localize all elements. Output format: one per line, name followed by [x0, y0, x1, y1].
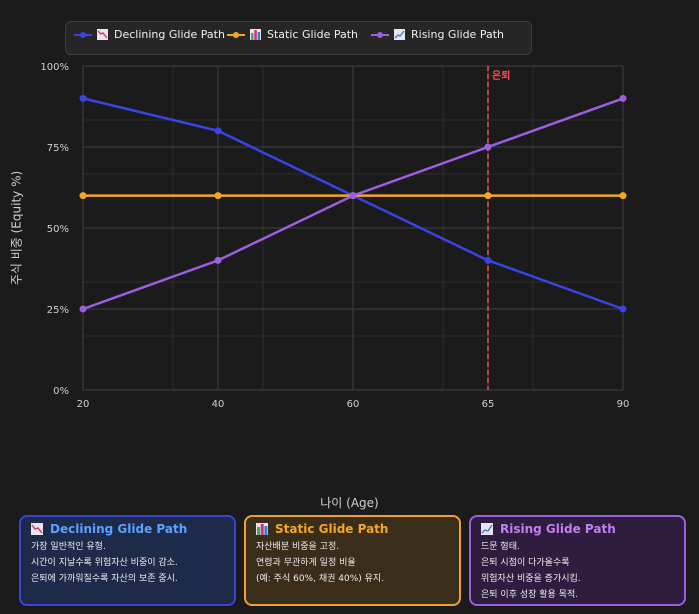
retirement-marker: 은퇴 [487, 66, 510, 390]
bar-chart-icon [256, 523, 268, 535]
svg-text:75%: 75% [47, 143, 69, 154]
legend-label: Static Glide Path [267, 28, 358, 41]
legend-item-declining[interactable]: Declining Glide Path [74, 28, 225, 41]
card-title: Rising Glide Path [481, 522, 674, 536]
chart-increasing-icon [394, 29, 405, 40]
card-line: 연령과 무관하게 일정 비율 [256, 558, 356, 568]
svg-text:65: 65 [482, 399, 495, 410]
x-axis-label: 나이 (Age) [320, 496, 379, 510]
card-title-text: Declining Glide Path [50, 522, 188, 536]
card-title-text: Rising Glide Path [500, 522, 616, 536]
card-line: 은퇴 이후 성장 활용 목적. [481, 590, 579, 600]
svg-text:20: 20 [77, 399, 90, 410]
svg-text:100%: 100% [40, 62, 69, 73]
card-line: 가장 일반적인 유형. [31, 542, 106, 552]
x-axis-ticks: 20 40 60 65 90 [77, 399, 630, 410]
card-line: 자산배분 비중을 고정. [256, 542, 340, 552]
card-title: Static Glide Path [256, 522, 449, 536]
svg-text:25%: 25% [47, 305, 69, 316]
svg-text:은퇴: 은퇴 [492, 69, 510, 82]
declining-info-card: Declining Glide Path 가장 일반적인 유형. 시간이 지날수… [19, 515, 236, 606]
rising-info-card: Rising Glide Path 드문 형태. 은퇴 시점이 다가올수록 위험… [469, 515, 686, 606]
card-line: 드문 형태. [481, 542, 520, 552]
chart-decreasing-icon [97, 29, 108, 40]
svg-text:60: 60 [347, 399, 360, 410]
svg-text:40: 40 [212, 399, 225, 410]
static-info-card: Static Glide Path 자산배분 비중을 고정. 연령과 무관하게 … [244, 515, 461, 606]
y-axis-ticks: 100% 75% 50% 25% 0% [40, 62, 69, 397]
legend-label: Rising Glide Path [411, 28, 504, 41]
svg-text:90: 90 [617, 399, 630, 410]
card-title-text: Static Glide Path [275, 522, 389, 536]
legend-item-rising[interactable]: Rising Glide Path [371, 28, 504, 41]
card-line: 은퇴 시점이 다가올수록 [481, 558, 570, 568]
card-line: 은퇴에 가까워질수록 자산의 보존 중시. [31, 574, 178, 584]
card-line: 시간이 지날수록 위험자산 비중이 감소. [31, 558, 178, 568]
card-line: (예: 주식 60%, 채권 40%) 유지. [256, 574, 385, 584]
chart-increasing-icon [481, 523, 493, 535]
bar-chart-icon [250, 29, 261, 40]
chart-decreasing-icon [31, 523, 43, 535]
legend-item-static[interactable]: Static Glide Path [227, 28, 358, 41]
static-swatch-icon [227, 30, 245, 40]
legend-label: Declining Glide Path [114, 28, 225, 41]
declining-swatch-icon [74, 30, 92, 40]
data-series [79, 94, 627, 313]
chart-legend: Declining Glide Path Static Glide Path R… [65, 21, 532, 55]
grid-lines [82, 65, 624, 391]
svg-text:50%: 50% [47, 224, 69, 235]
card-line: 위험자산 비중을 증가시킴. [481, 574, 581, 584]
y-axis-label: 주식 비중 (Equity %) [9, 170, 24, 286]
svg-text:0%: 0% [53, 386, 69, 397]
card-title: Declining Glide Path [31, 522, 224, 536]
rising-swatch-icon [371, 30, 389, 40]
